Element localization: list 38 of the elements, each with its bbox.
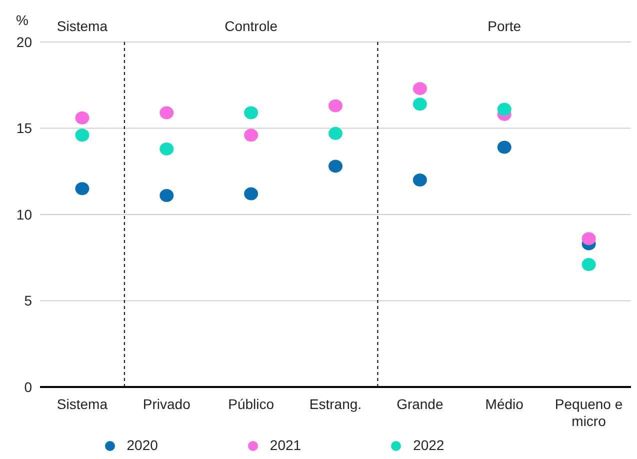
point xyxy=(412,98,427,111)
point xyxy=(244,187,258,200)
x-tick-label: Pequeno e micro xyxy=(554,396,623,429)
y-tick-label: 20 xyxy=(16,34,32,50)
point xyxy=(497,102,512,116)
point xyxy=(582,232,596,246)
point xyxy=(75,182,90,196)
y-tick-label: 10 xyxy=(16,206,32,222)
x-tick-label: Privado xyxy=(142,396,191,412)
legend-label: 2022 xyxy=(413,437,444,453)
point xyxy=(328,160,342,173)
x-tick-label: Sistema xyxy=(56,396,108,412)
legend-label: 2020 xyxy=(126,437,158,453)
point xyxy=(412,82,427,96)
point xyxy=(75,128,90,142)
point xyxy=(244,128,258,142)
point xyxy=(244,106,258,120)
point xyxy=(582,258,596,272)
x-tick-label: Público xyxy=(228,396,274,412)
x-tick-label: Grande xyxy=(396,396,444,412)
point xyxy=(497,140,512,154)
x-tick-label: Estrang. xyxy=(309,396,362,412)
y-tick-label: 15 xyxy=(16,120,32,136)
point xyxy=(160,142,174,156)
legend-label: 2021 xyxy=(270,437,302,453)
point xyxy=(75,111,90,124)
x-tick-label: Médio xyxy=(485,396,524,412)
text: Porte xyxy=(488,18,522,34)
y-axis-title: % xyxy=(16,12,28,28)
point xyxy=(412,174,427,186)
point xyxy=(160,189,174,202)
point xyxy=(160,106,174,120)
text: Controle xyxy=(224,18,278,34)
text: Sistema xyxy=(56,18,108,34)
y-tick-label: 0 xyxy=(24,378,32,395)
y-tick-label: 5 xyxy=(24,292,32,309)
point xyxy=(328,126,342,140)
point xyxy=(328,99,342,112)
